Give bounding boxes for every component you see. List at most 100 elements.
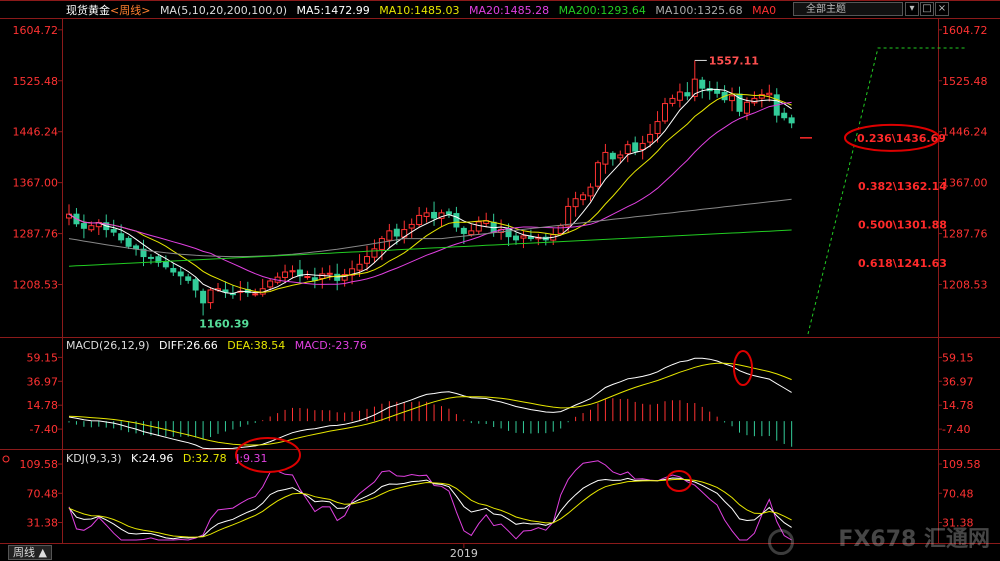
close-icon[interactable]: × <box>935 2 949 16</box>
y-tick-label-left: 1604.72 <box>13 24 59 37</box>
candle-body <box>371 248 378 258</box>
kdj-header: KDJ(9,3,3) K:24.96 D:32.78 J:9.31 <box>66 452 274 465</box>
kdj-k-line <box>68 477 792 540</box>
macd-dea-line <box>68 362 792 446</box>
panel-separator <box>0 337 1000 338</box>
kdj-d-line <box>68 478 792 538</box>
y-tick-label-right: 1446.24 <box>942 126 988 139</box>
theme-select[interactable]: 全部主题 <box>793 2 903 16</box>
candle-body <box>349 268 356 276</box>
y-tick-label-right: 109.58 <box>942 458 981 471</box>
y-tick-label-right: 1367.00 <box>942 177 988 190</box>
candle-body <box>766 92 773 96</box>
candle-body <box>639 142 646 150</box>
macd-value: MACD:-23.76 <box>294 339 367 352</box>
candle-body <box>200 290 207 304</box>
candle-body <box>513 235 519 241</box>
y-tick-label-right: 31.38 <box>942 517 974 530</box>
y-tick-label-left: 36.97 <box>27 375 59 388</box>
candle-body <box>162 261 169 268</box>
candle-body <box>147 256 154 259</box>
fib-trend-line <box>807 47 965 335</box>
candle-body <box>520 235 527 239</box>
candle-body <box>289 270 296 273</box>
candle-body <box>594 162 601 187</box>
macd-header: MACD(26,12,9) DIFF:26.66 DEA:38.54 MACD:… <box>66 339 373 352</box>
macd-dea: DEA:38.54 <box>227 339 286 352</box>
candle-body <box>669 97 676 104</box>
candle-body <box>632 142 639 152</box>
ma-params: MA(5,10,20,200,100,0) <box>159 4 288 17</box>
fib-level-label: 0.500\1301.88 <box>858 219 947 232</box>
candle-body <box>185 276 192 281</box>
candle-body <box>475 221 482 232</box>
candle-body <box>304 276 311 278</box>
candle-body <box>282 271 289 278</box>
ma0-value: MA0 <box>752 4 777 17</box>
candle-body <box>691 78 698 97</box>
minimize-icon[interactable]: ▾ <box>905 2 919 16</box>
candle-body <box>684 92 691 97</box>
candle-body <box>88 225 95 231</box>
y-tick-label-left: 1208.53 <box>13 279 59 292</box>
y-tick-label-left: 14.78 <box>27 399 59 412</box>
candle-body <box>662 103 668 122</box>
indicator-settings-icon <box>2 455 10 463</box>
ma5-line <box>68 88 792 295</box>
candle-body <box>386 230 393 241</box>
ma100-line <box>68 198 792 258</box>
candle-body <box>557 225 564 234</box>
macd-diff-line <box>68 357 792 450</box>
right-axis-line <box>938 18 939 543</box>
candle-body <box>341 274 348 281</box>
candle-body <box>431 211 438 219</box>
ma5-value: MA5:1472.99 <box>296 4 370 17</box>
candle-body <box>118 233 125 241</box>
fib-level-label: 0.618\1241.63 <box>858 257 947 270</box>
ma20-value: MA20:1485.28 <box>468 4 550 17</box>
candle-body <box>453 213 460 228</box>
y-tick-label-left: 31.38 <box>27 517 59 530</box>
panel-separator <box>0 0 1000 1</box>
left-axis-line <box>62 18 63 543</box>
candle-body <box>788 117 795 124</box>
candle-body <box>460 227 467 234</box>
candle-body <box>714 89 721 94</box>
y-tick-label-left: 1525.48 <box>13 75 59 88</box>
maximize-icon[interactable]: □ <box>920 2 934 16</box>
panel-separator <box>0 18 1000 19</box>
y-tick-label-left: -7.40 <box>30 423 58 436</box>
candle-body <box>602 151 609 165</box>
candle-body <box>222 289 229 293</box>
low-label: 1160.39 <box>199 317 249 330</box>
high-label: 1557.11 <box>709 54 759 67</box>
ma100-value: MA100:1325.68 <box>655 4 743 17</box>
period-label[interactable]: <周线> <box>110 4 151 17</box>
candle-body <box>319 273 326 279</box>
candle-body <box>647 133 654 143</box>
watermark: FX678 汇通网 <box>838 527 990 552</box>
candle-body <box>580 194 587 201</box>
y-tick-label-right: 59.15 <box>942 351 974 364</box>
candle-body <box>624 144 631 155</box>
y-tick-label-right: 36.97 <box>942 375 974 388</box>
price-header: 现货黄金<周线> MA(5,10,20,200,100,0) MA5:1472.… <box>66 2 782 18</box>
x-tick-label: 2019 <box>450 547 478 560</box>
y-tick-label-right: -7.40 <box>942 423 970 436</box>
y-tick-label-left: 1287.76 <box>13 228 59 241</box>
candle-body <box>326 272 333 275</box>
candle-body <box>311 277 318 281</box>
candle-body <box>408 223 415 229</box>
candle-body <box>617 154 624 159</box>
candle-body <box>393 228 400 237</box>
candle-body <box>207 289 214 304</box>
annotation-ellipse <box>844 123 940 152</box>
kdj-j: J:9.31 <box>236 452 268 465</box>
y-tick-label-left: 1367.00 <box>13 177 59 190</box>
period-tab[interactable]: 周线 ▲ <box>8 545 52 560</box>
macd-diff: DIFF:26.66 <box>159 339 218 352</box>
candle-body <box>572 198 579 208</box>
kdj-k: K:24.96 <box>131 452 174 465</box>
panel-separator <box>0 449 1000 450</box>
